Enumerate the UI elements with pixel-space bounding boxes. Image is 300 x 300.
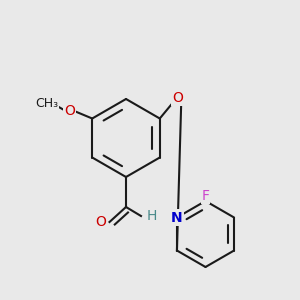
Text: N: N [171, 211, 183, 224]
Text: CH₃: CH₃ [36, 97, 59, 110]
Text: H: H [147, 209, 158, 223]
Text: O: O [172, 91, 183, 104]
Text: F: F [202, 190, 209, 203]
Text: O: O [64, 104, 75, 118]
Text: O: O [96, 215, 106, 229]
